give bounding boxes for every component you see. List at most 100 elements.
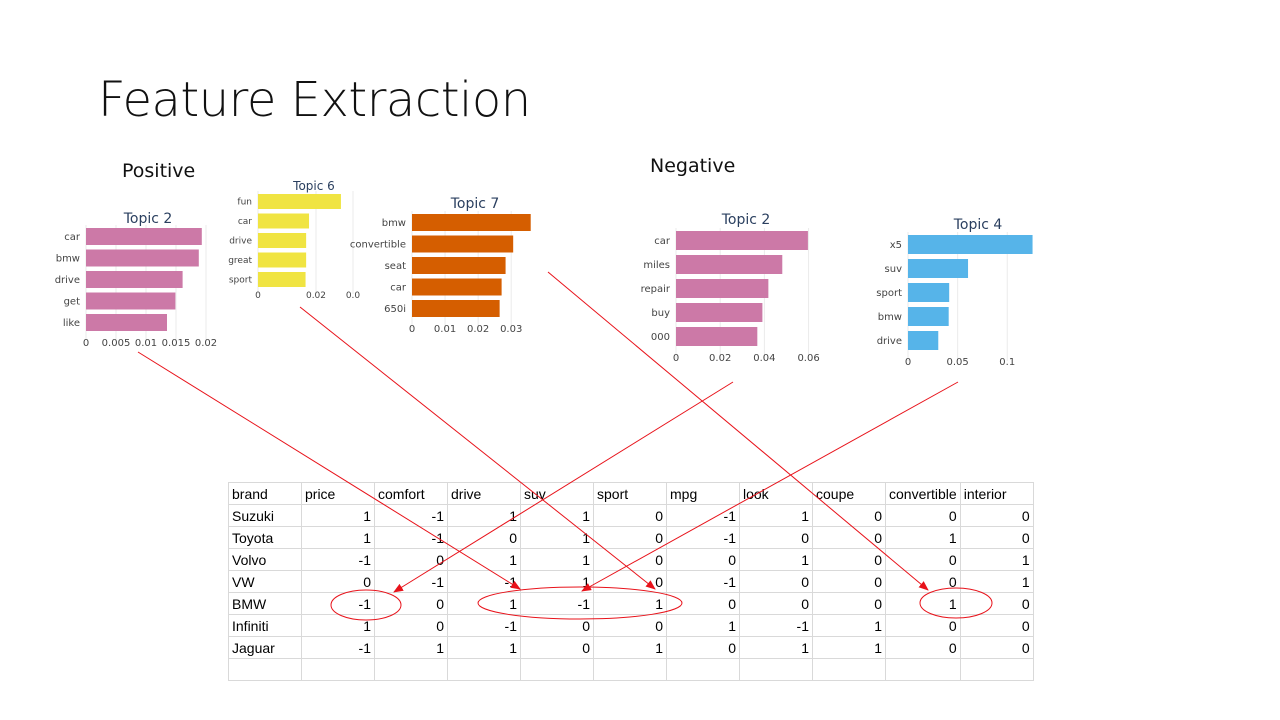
value-cell: 0 — [959, 592, 1034, 615]
chart-title: Topic 2 — [123, 211, 173, 227]
category-label: repair — [641, 284, 671, 295]
category-label: 650i — [384, 304, 406, 315]
value-cell: 0 — [301, 570, 375, 593]
value-cell: 1 — [812, 614, 886, 637]
positive-label: Positive — [122, 160, 196, 182]
value-cell: 1 — [374, 636, 448, 659]
value-cell: 0 — [520, 636, 594, 659]
category-label: x5 — [890, 240, 902, 251]
bar — [676, 303, 763, 322]
value-cell: 1 — [739, 636, 813, 659]
empty-cell — [447, 658, 521, 681]
category-label: get — [64, 297, 81, 308]
value-cell: 1 — [812, 636, 886, 659]
value-cell: 0 — [593, 570, 667, 593]
empty-cell — [812, 658, 886, 681]
value-cell: 0 — [666, 636, 740, 659]
bar — [908, 283, 950, 302]
bar — [908, 331, 939, 350]
chart-title: Topic 6 — [292, 179, 335, 193]
value-cell: -1 — [447, 570, 521, 593]
brand-cell: Jaguar — [228, 636, 302, 659]
bar — [412, 300, 500, 317]
bar — [676, 231, 808, 250]
slide-title: Feature Extraction — [98, 72, 531, 128]
value-cell: 0 — [885, 570, 961, 593]
bar — [676, 255, 783, 274]
x-tick-label: 0.01 — [135, 338, 157, 349]
category-label: car — [64, 232, 81, 243]
value-cell: 0 — [374, 614, 448, 637]
value-cell: 1 — [959, 570, 1034, 593]
bar — [258, 213, 310, 229]
category-label: car — [238, 217, 252, 227]
empty-cell — [885, 658, 961, 681]
x-tick-label: 0.02 — [709, 353, 731, 364]
value-cell: 0 — [885, 504, 961, 527]
value-cell: -1 — [301, 636, 375, 659]
bar — [908, 235, 1033, 254]
bar — [86, 314, 167, 331]
column-header: comfort — [374, 482, 448, 505]
column-header: mpg — [666, 482, 740, 505]
value-cell: 0 — [593, 526, 667, 549]
empty-cell — [959, 658, 1034, 681]
bar — [412, 235, 514, 253]
value-cell: 1 — [593, 636, 667, 659]
value-cell: 1 — [447, 636, 521, 659]
value-cell: 0 — [593, 614, 667, 637]
empty-cell — [228, 658, 302, 681]
value-cell: -1 — [666, 526, 740, 549]
value-cell: 0 — [959, 504, 1034, 527]
brand-cell: Volvo — [228, 548, 302, 571]
value-cell: -1 — [301, 592, 375, 615]
bar — [258, 252, 307, 268]
value-cell: 0 — [666, 592, 740, 615]
table-row: Infiniti 1 0 -1 0 0 1 -1 1 0 0 — [228, 614, 1034, 637]
category-label: sport — [229, 276, 253, 286]
value-cell: 0 — [885, 614, 961, 637]
empty-cell — [666, 658, 740, 681]
category-label: great — [228, 256, 252, 266]
x-tick-label: 0.015 — [162, 338, 191, 349]
value-cell: 0 — [739, 570, 813, 593]
category-label: fun — [237, 198, 252, 208]
bar — [258, 233, 307, 248]
x-tick-label: 0.02 — [306, 291, 326, 301]
column-header: brand — [228, 482, 302, 505]
value-cell: 0 — [885, 548, 961, 571]
value-cell: 1 — [301, 614, 375, 637]
value-cell: 1 — [447, 504, 521, 527]
bar — [676, 279, 769, 298]
positive-topic-2-chart: 0 0.005 0.01 0.015 0.02 Topic 2 car bmw drive get… — [55, 211, 217, 349]
category-label: buy — [651, 308, 670, 319]
category-label: bmw — [878, 312, 902, 323]
value-cell: 1 — [301, 526, 375, 549]
column-header: convertible — [885, 482, 961, 505]
brand-cell: Infiniti — [228, 614, 302, 637]
bar — [412, 278, 502, 296]
column-header: price — [301, 482, 375, 505]
value-cell: 1 — [447, 548, 521, 571]
negative-label: Negative — [650, 155, 736, 177]
value-cell: 1 — [520, 548, 594, 571]
table-row: Suzuki 1 -1 1 1 0 -1 1 0 0 0 — [228, 504, 1034, 527]
category-label: bmw — [56, 254, 80, 265]
x-tick-label: 0 — [409, 324, 415, 335]
x-tick-label: 0.02 — [195, 338, 217, 349]
value-cell: 0 — [666, 548, 740, 571]
empty-cell — [374, 658, 448, 681]
value-cell: 0 — [812, 526, 886, 549]
value-cell: 0 — [739, 526, 813, 549]
value-cell: 0 — [959, 636, 1034, 659]
x-tick-label: 0.06 — [797, 353, 819, 364]
value-cell: 1 — [885, 592, 961, 615]
column-header: suv — [520, 482, 594, 505]
empty-cell — [301, 658, 375, 681]
value-cell: 1 — [666, 614, 740, 637]
value-cell: 0 — [374, 592, 448, 615]
value-cell: 0 — [812, 548, 886, 571]
value-cell: 0 — [520, 614, 594, 637]
x-tick-label: 0 — [673, 353, 679, 364]
value-cell: -1 — [666, 504, 740, 527]
